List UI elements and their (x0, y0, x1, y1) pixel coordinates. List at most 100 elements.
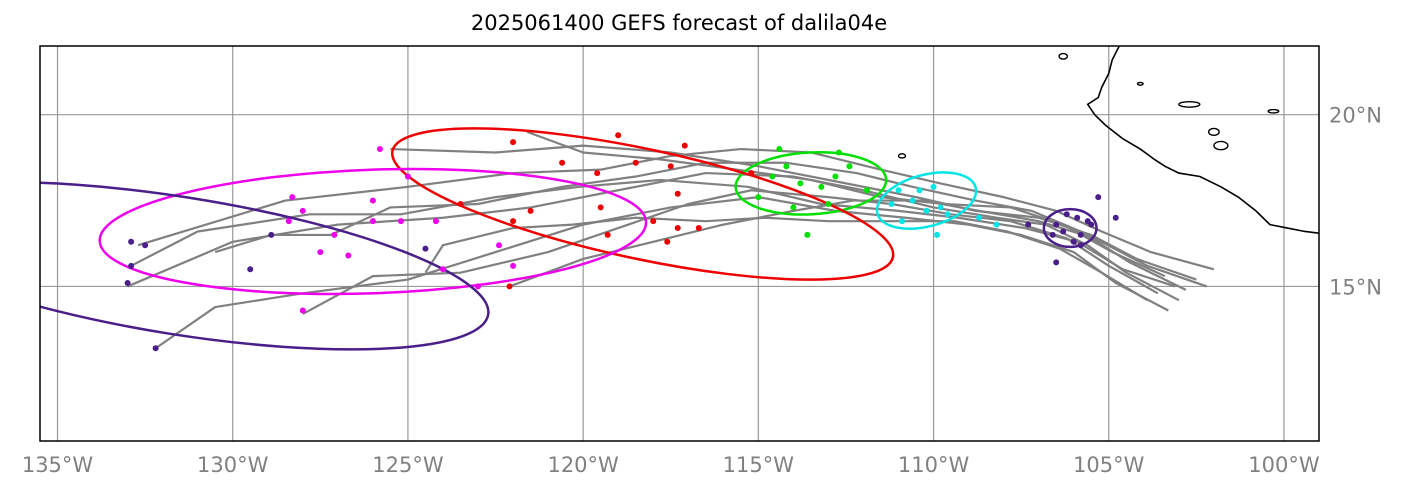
forecast-position-dot (397, 218, 404, 225)
island-outline (1267, 108, 1280, 114)
forecast-position-dot (832, 173, 839, 180)
forecast-position-dot (285, 218, 292, 225)
forecast-position-dot (783, 163, 790, 170)
forecast-position-dot (299, 207, 306, 214)
forecast-position-dot (1053, 259, 1060, 266)
forecast-positions (124, 132, 1119, 352)
forecast-position-dot (1025, 221, 1032, 228)
forecast-position-dot (404, 173, 411, 180)
forecast-position-dot (128, 262, 135, 269)
forecast-position-dot (1049, 231, 1056, 238)
forecast-position-dot (369, 197, 376, 204)
uncertainty-ellipse (390, 127, 895, 281)
forecast-position-dot (615, 132, 622, 139)
forecast-position-dot (976, 214, 983, 221)
forecast-position-dot (650, 218, 657, 225)
forecast-position-dot (597, 204, 604, 211)
island-outline (1213, 140, 1229, 151)
uncertainty-ellipse (734, 151, 888, 216)
forecast-position-dot (475, 283, 482, 290)
coastline-path (1086, 46, 1319, 234)
forecast-position-dot (776, 146, 783, 153)
x-tick-label: 100°W (1248, 453, 1320, 477)
island-outline (1136, 81, 1144, 86)
forecast-position-dot (790, 204, 797, 211)
forecast-position-dot (674, 225, 681, 232)
y-tick-label: 20°N (1329, 104, 1382, 128)
forecast-position-dot (510, 218, 517, 225)
forecast-position-dot (804, 231, 811, 238)
uncertainty-ellipse (875, 171, 978, 230)
forecast-position-dot (695, 225, 702, 232)
map-title: 2025061400 GEFS forecast of dalila04e (470, 11, 888, 35)
forecast-position-dot (944, 211, 951, 218)
ensemble-track-line (424, 216, 1148, 302)
forecast-position-dot (142, 242, 149, 249)
forecast-position-dot (457, 201, 464, 207)
forecast-position-dot (632, 159, 639, 166)
forecast-position-dot (1084, 218, 1091, 225)
forecast-position-dot (1060, 228, 1067, 235)
axis-ticks: 135°W 130°W 125°W 120°W 115°W 110°W 105°W 100°W… (22, 104, 1382, 477)
forecast-position-dot (345, 252, 352, 259)
forecast-position-dot (496, 242, 503, 249)
forecast-position-dot (674, 190, 681, 197)
graticule (40, 46, 1319, 441)
forecast-position-dot (369, 218, 376, 225)
forecast-position-dot (559, 159, 566, 166)
forecast-position-dot (923, 207, 930, 214)
forecast-position-dot (1112, 214, 1119, 221)
forecast-position-dot (1070, 238, 1077, 245)
forecast-position-dot (916, 187, 923, 194)
forecast-position-dot (1077, 242, 1084, 249)
forecast-position-dot (289, 194, 296, 201)
forecast-position-dot (439, 266, 446, 273)
forecast-position-dot (888, 201, 895, 207)
x-tick-label: 125°W (372, 453, 444, 477)
forecast-position-dot (432, 218, 439, 225)
x-tick-label: 110°W (898, 453, 970, 477)
forecast-position-dot (422, 245, 429, 252)
forecast-position-dot (1053, 221, 1060, 228)
forecast-position-dot (667, 163, 674, 170)
forecast-position-dot (1095, 194, 1102, 201)
forecast-position-dot (909, 197, 916, 204)
island-outline (1058, 52, 1069, 60)
map-frame (39, 45, 1320, 442)
ensemble-track-line (390, 144, 1197, 281)
forecast-position-dot (124, 280, 131, 286)
forecast-position-dot (152, 345, 159, 352)
y-tick-label: 15°N (1329, 275, 1382, 299)
forecast-position-dot (818, 183, 825, 190)
ensemble-track-line (130, 178, 1176, 288)
ensemble-track-line (509, 199, 1208, 288)
forecast-position-dot (268, 231, 275, 238)
forecast-position-dot (317, 249, 324, 256)
forecast-position-dot (846, 163, 853, 170)
uncertainty-ellipse (40, 181, 490, 351)
forecast-position-dot (755, 194, 762, 201)
x-tick-label: 120°W (547, 453, 619, 477)
forecast-position-dot (681, 142, 688, 149)
forecast-position-dot (510, 139, 517, 146)
x-tick-label: 135°W (22, 453, 94, 477)
forecast-position-dot (825, 201, 832, 207)
coastline (897, 46, 1319, 234)
x-tick-label: 105°W (1073, 453, 1145, 477)
forecast-position-dot (331, 231, 338, 238)
forecast-position-dot (604, 231, 611, 238)
forecast-position-dot (797, 180, 804, 187)
uncertainty-ellipse (98, 167, 648, 296)
forecast-position-dot (128, 238, 135, 245)
x-tick-label: 115°W (723, 453, 795, 477)
forecast-position-dot (899, 218, 906, 225)
forecast-position-dot (748, 170, 755, 177)
forecast-position-dot (527, 207, 534, 214)
forecast-position-dot (510, 262, 517, 269)
forecast-position-dot (1063, 211, 1070, 218)
forecast-position-dot (376, 146, 383, 153)
forecast-position-dot (993, 221, 1000, 228)
forecast-position-dot (1077, 231, 1084, 238)
forecast-position-dot (594, 170, 601, 177)
forecast-position-dot (506, 283, 513, 290)
